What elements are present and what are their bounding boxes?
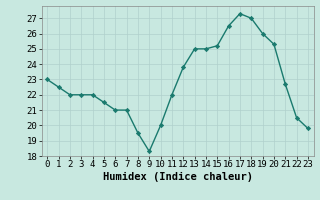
X-axis label: Humidex (Indice chaleur): Humidex (Indice chaleur) xyxy=(103,172,252,182)
